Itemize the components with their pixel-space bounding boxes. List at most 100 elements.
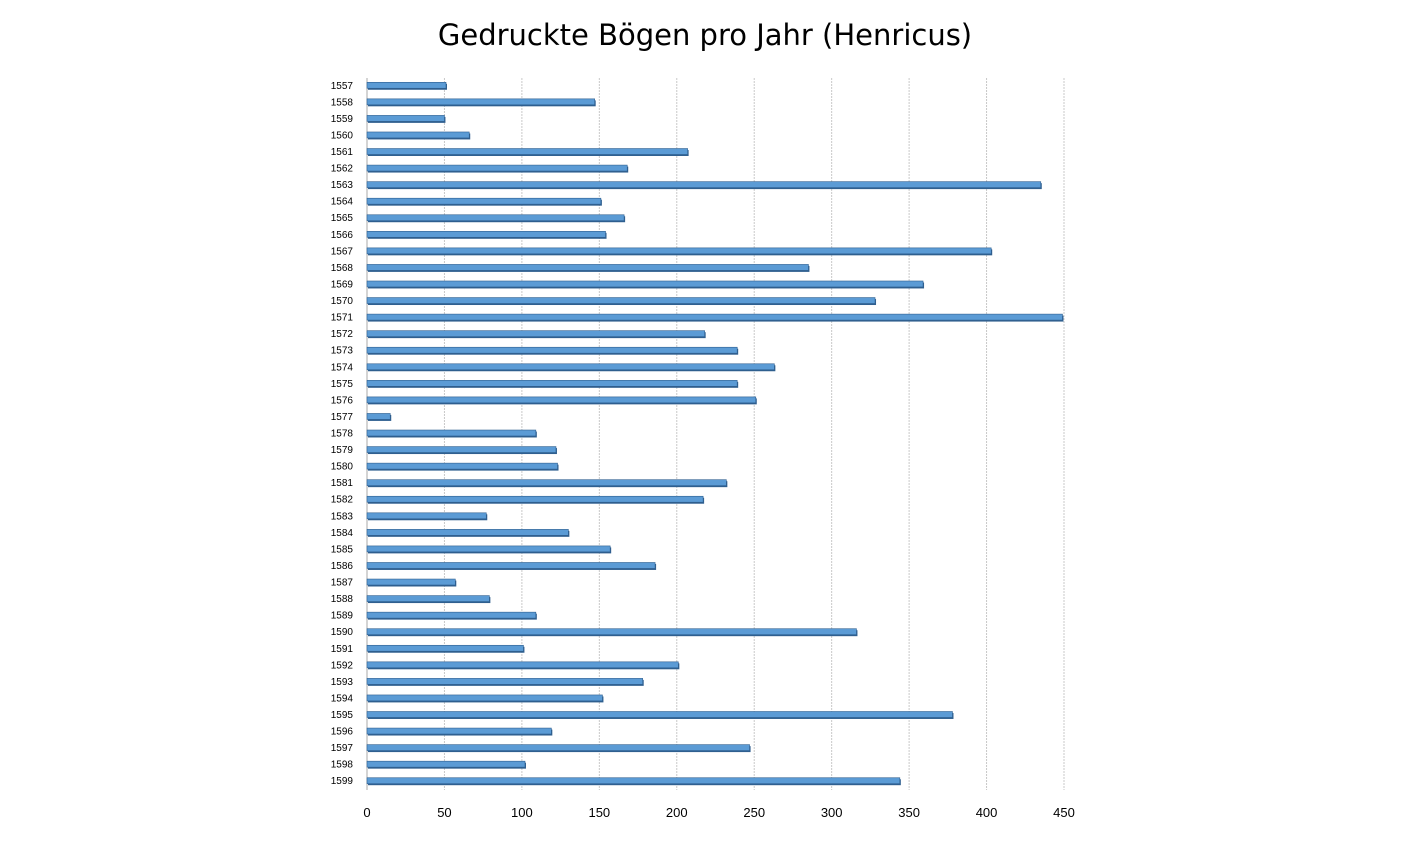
x-tick-label: 50 (437, 805, 451, 820)
category-label: 1597 (331, 743, 354, 754)
chart-title: Gedruckte Bögen pro Jahr (Henricus) (437, 18, 973, 52)
category-label: 1598 (331, 760, 354, 771)
x-tick-label: 250 (743, 805, 765, 820)
category-label: 1584 (331, 528, 354, 539)
category-label: 1575 (331, 379, 354, 390)
bar (366, 744, 750, 751)
bar (366, 280, 924, 288)
bar (366, 760, 526, 768)
category-label: 1577 (331, 412, 354, 423)
bar (366, 197, 602, 205)
bar (366, 264, 809, 271)
bar (366, 462, 558, 470)
category-label: 1585 (331, 544, 354, 555)
category-label: 1588 (331, 594, 354, 605)
category-label: 1592 (331, 660, 354, 671)
bar (366, 562, 656, 569)
x-tick-label: 150 (588, 805, 610, 820)
category-label: 1578 (331, 429, 354, 440)
bar (366, 98, 595, 106)
category-label: 1582 (331, 495, 354, 506)
category-label: 1563 (331, 180, 354, 191)
x-tick-label: 0 (363, 805, 370, 820)
bar (366, 81, 447, 89)
bar (366, 446, 557, 453)
x-tick-label: 100 (511, 805, 533, 820)
bar (366, 711, 953, 718)
bar (366, 595, 490, 602)
category-label: 1567 (331, 246, 354, 257)
bar (366, 313, 1063, 321)
bar (366, 380, 738, 387)
category-label: 1564 (331, 197, 354, 208)
bar (366, 413, 391, 420)
bar (366, 644, 524, 652)
category-label: 1583 (331, 511, 354, 522)
category-label: 1560 (331, 130, 354, 141)
category-label: 1591 (331, 644, 354, 655)
category-label: 1594 (331, 693, 354, 704)
bar (366, 131, 470, 139)
category-label: 1581 (331, 478, 354, 489)
bars (366, 81, 1064, 786)
category-label: 1566 (331, 230, 354, 241)
category-label: 1572 (331, 329, 354, 340)
category-label: 1586 (331, 561, 354, 572)
category-label: 1590 (331, 627, 354, 638)
category-label: 1595 (331, 710, 354, 721)
bar (366, 777, 901, 785)
category-label: 1568 (331, 263, 354, 274)
bar (366, 678, 644, 685)
bar (366, 727, 552, 735)
category-label: 1593 (331, 677, 354, 688)
bar (366, 363, 775, 371)
bar (366, 661, 679, 669)
x-tick-label: 450 (1053, 805, 1075, 820)
category-label: 1574 (331, 362, 354, 373)
category-labels: 1557 1558 1559 1560 1561 1562 1563 1564 1565 1566… (331, 81, 354, 787)
category-label: 1559 (331, 114, 354, 125)
bar (366, 148, 688, 155)
category-label: 1579 (331, 445, 354, 456)
category-label: 1561 (331, 147, 354, 158)
category-label: 1570 (331, 296, 354, 307)
x-tick-label: 400 (976, 805, 998, 820)
bar (366, 429, 537, 437)
bar (366, 628, 857, 635)
category-label: 1587 (331, 578, 354, 589)
bar (366, 346, 738, 354)
bar (366, 214, 625, 222)
bar (366, 479, 727, 486)
bar (366, 181, 1042, 188)
category-label: 1573 (331, 346, 354, 357)
bar (366, 694, 603, 702)
bar (366, 611, 537, 619)
bar (366, 396, 757, 404)
bar (366, 231, 606, 238)
bar (366, 578, 456, 586)
category-label: 1557 (331, 81, 354, 92)
x-tick-label: 200 (666, 805, 688, 820)
category-label: 1558 (331, 97, 354, 108)
category-label: 1589 (331, 611, 354, 622)
bar (366, 164, 628, 172)
x-tick-label: 300 (821, 805, 843, 820)
category-label: 1569 (331, 279, 354, 290)
category-label: 1599 (331, 776, 354, 787)
bar (366, 115, 445, 122)
bar (366, 495, 704, 503)
category-label: 1596 (331, 727, 354, 738)
category-label: 1562 (331, 164, 354, 175)
category-label: 1571 (331, 313, 354, 324)
x-tick-label: 350 (898, 805, 920, 820)
bar (366, 512, 487, 520)
bar (366, 247, 992, 255)
category-label: 1580 (331, 462, 354, 473)
bar (366, 297, 876, 304)
bar (366, 529, 569, 536)
bar (366, 545, 611, 553)
category-label: 1565 (331, 213, 354, 224)
bar (366, 330, 705, 337)
category-label: 1576 (331, 395, 354, 406)
